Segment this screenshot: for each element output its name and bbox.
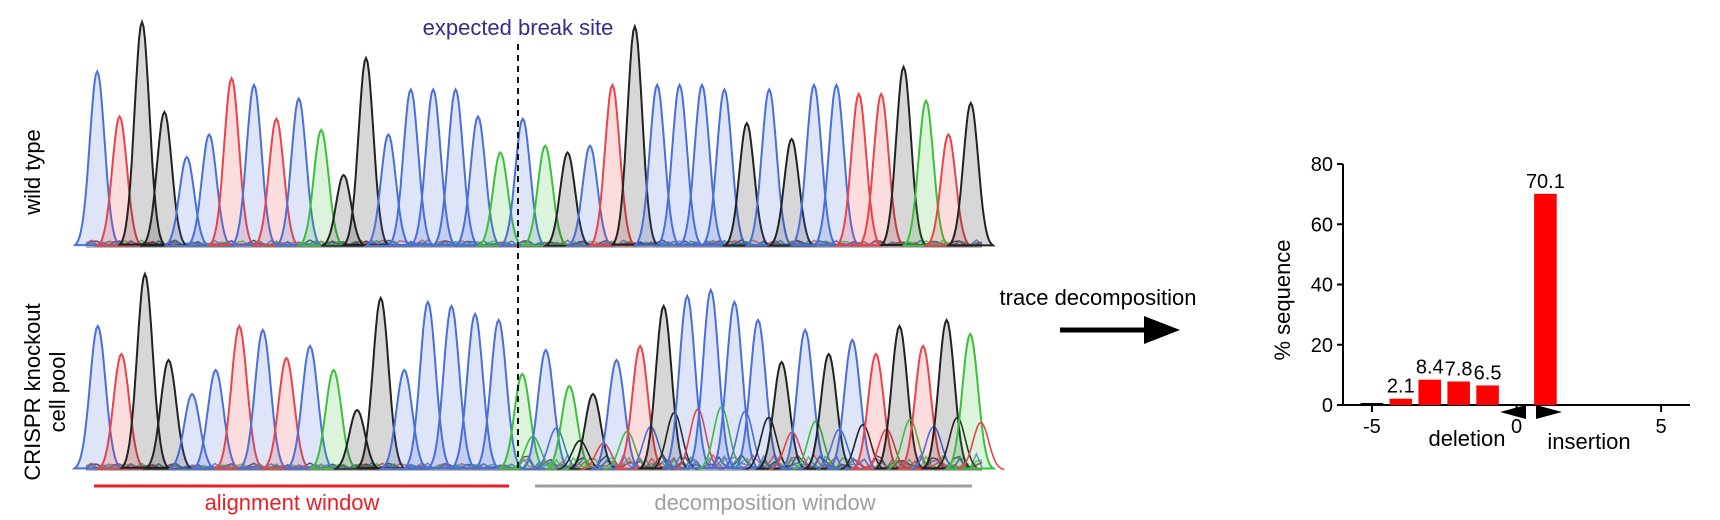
trace-peak [564, 144, 616, 247]
alignment-window-label: alignment window [205, 490, 380, 515]
insertion-arrowhead [1536, 405, 1562, 419]
trace-peak [944, 331, 997, 470]
trace-peak [321, 173, 367, 248]
deletion-label: deletion [1428, 426, 1505, 451]
y-tick-label: 20 [1311, 335, 1333, 357]
secondary-peak [674, 408, 722, 471]
trace-peak [168, 392, 216, 471]
trace-peak [754, 360, 809, 470]
y-tick-label: 60 [1311, 214, 1333, 236]
trace-peak [849, 352, 903, 470]
trace-peak [472, 317, 525, 470]
secondary-peak [815, 428, 863, 471]
bar-value-label: 70.1 [1526, 171, 1565, 193]
deletion-arrowhead [1500, 405, 1526, 419]
trace-decomposition-label: trace decomposition [1000, 285, 1197, 310]
trace-peak [183, 132, 235, 247]
trace-peak [259, 356, 314, 470]
trace-peak [164, 155, 210, 247]
secondary-peak [650, 411, 698, 471]
secondary-peak [792, 420, 840, 471]
trace-peak [896, 344, 950, 470]
trace-peak [94, 352, 149, 470]
x-tick-label: -5 [1363, 416, 1381, 438]
knockout-chromatogram [71, 271, 1005, 471]
bar-value-label: 8.4 [1416, 357, 1444, 379]
bar-value-label: 7.8 [1445, 359, 1473, 381]
trace-peak [637, 303, 690, 470]
bar--4 [1389, 398, 1413, 405]
bar--1 [1476, 385, 1499, 405]
trace-peak [569, 392, 617, 471]
arrow-head [1144, 316, 1180, 344]
trace-peak [306, 368, 361, 470]
bar-1 [1534, 193, 1557, 405]
secondary-peak [957, 421, 1005, 471]
trace-peak [744, 87, 794, 247]
secondary-peak [697, 405, 746, 471]
knockout-label-line2: cell pool [45, 352, 70, 433]
trace-peak [613, 344, 667, 470]
trace-peak [341, 55, 391, 246]
trace-peak [333, 408, 381, 471]
wild-type-label: wild type [20, 129, 45, 216]
insertion-label: insertion [1547, 429, 1630, 454]
bar-value-label: 6.5 [1474, 362, 1502, 384]
bar--2 [1447, 381, 1470, 405]
trace-peak [188, 368, 243, 470]
trace-peak [498, 372, 547, 470]
trace-peak [474, 150, 527, 247]
knockout-label-line1: CRISPR knockout [20, 303, 45, 480]
trace-peak [765, 137, 818, 247]
indel-bar-chart: 0 20 40 60 80 -5 0 5 2.18.4 7.8 6.5 70.1 [1311, 154, 1690, 438]
trace-peak [541, 150, 594, 247]
trace-peak [802, 352, 856, 470]
trace-peak [251, 116, 302, 247]
trace-peak [661, 293, 713, 470]
trace-peak [117, 18, 167, 246]
y-tick-label: 0 [1322, 395, 1333, 417]
y-axis-label: % sequence [1270, 239, 1295, 360]
y-tick-label: 80 [1311, 154, 1333, 176]
trace-peak [354, 295, 407, 470]
trace-peak [587, 82, 638, 247]
break-site-label: expected break site [423, 15, 614, 40]
trace-peak [94, 114, 145, 247]
x-tick-label: 5 [1656, 416, 1667, 438]
secondary-peak [886, 418, 934, 471]
secondary-peak [532, 427, 580, 471]
trace-peak [721, 121, 773, 247]
trace-peak [119, 271, 171, 469]
trace-peak [945, 100, 996, 247]
trace-peak [856, 91, 907, 247]
trace-peak [362, 132, 414, 247]
trace-peak [377, 368, 432, 470]
trace-peak [295, 128, 347, 247]
trace-peak [589, 358, 644, 470]
secondary-peak [839, 423, 887, 471]
trace-peak [922, 132, 974, 247]
secondary-peak [933, 416, 981, 471]
x-tick-label: 0 [1511, 416, 1522, 438]
y-tick-label: 40 [1311, 275, 1333, 297]
decomposition-window-label: decomposition window [654, 490, 875, 515]
secondary-peak [745, 416, 793, 471]
bar--5 [1360, 403, 1384, 405]
wild-type-chromatogram [72, 18, 996, 248]
trace-peak [139, 109, 190, 247]
secondary-peak [721, 410, 769, 471]
bar--3 [1418, 379, 1442, 405]
bar-value-label: 2.1 [1387, 376, 1415, 398]
